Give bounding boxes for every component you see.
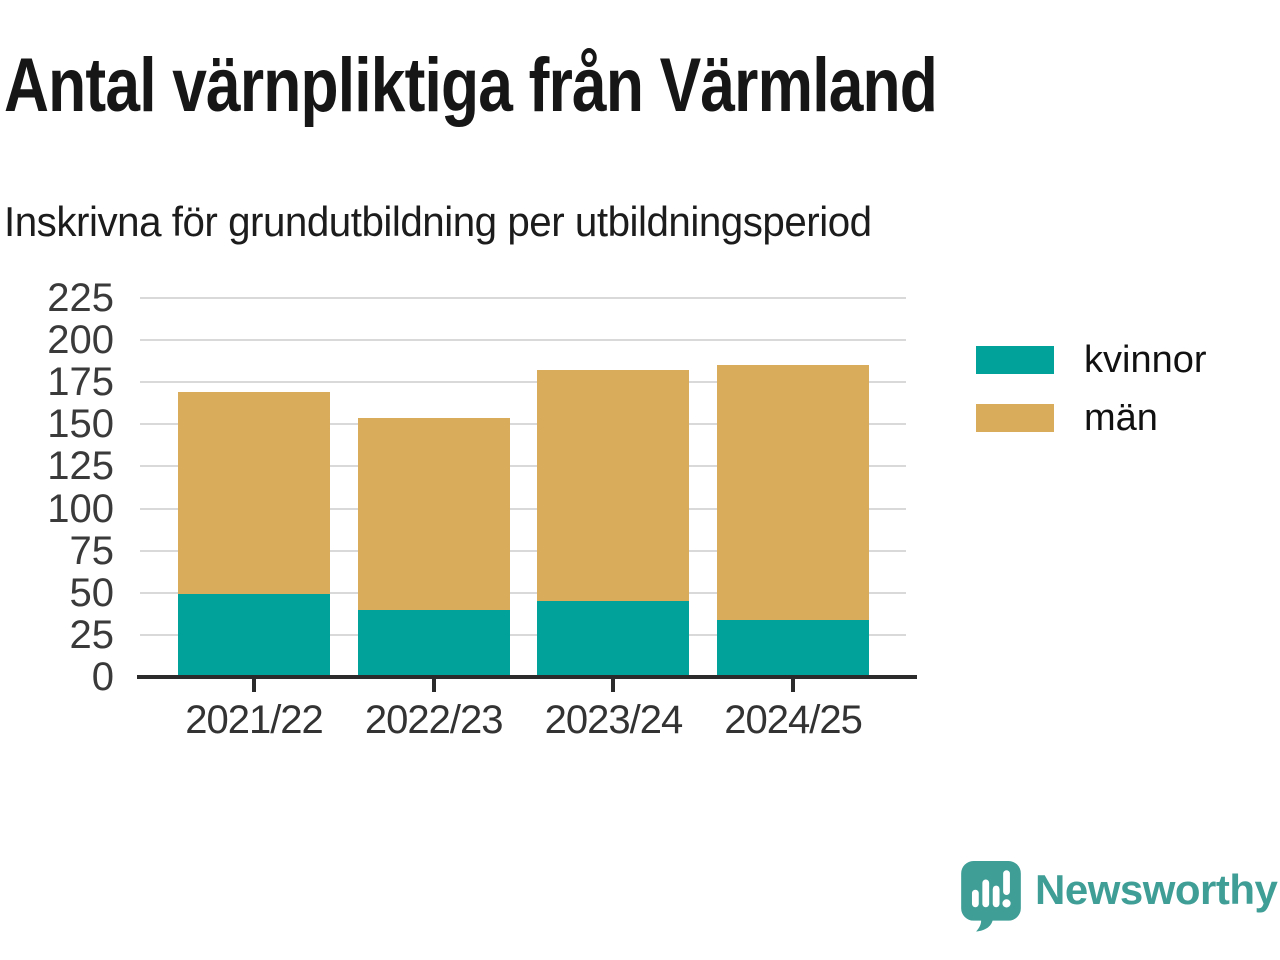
grid-line-25 [140,633,906,636]
grid-line-100 [140,507,906,510]
y-tick-label-150: 150 [47,402,114,447]
x-tick-label-2022/23: 2022/23 [364,698,504,742]
legend-label-kvinnor: kvinnor [1084,339,1207,381]
y-tick-label-100: 100 [47,486,114,531]
bar-segment-kvinnor-2023/24 [537,601,690,677]
x-tick-2023/24 [611,679,616,692]
y-tick-label-200: 200 [47,318,114,363]
chart-title: Antal värnpliktiga från Värmland [4,43,938,128]
speech-bubble-bar-chart-icon [961,861,1021,932]
grid-line-50 [140,591,906,594]
x-tick-label-2023/24: 2023/24 [544,698,684,742]
bar-segment-kvinnor-2021/22 [178,594,330,677]
y-tick-label-25: 25 [69,612,115,657]
grid-line-200 [140,339,906,342]
x-tick-label-2024/25: 2024/25 [724,698,863,742]
legend-item-kvinnor: kvinnor [976,340,1207,380]
y-tick-label-50: 50 [69,570,115,615]
legend-item-man: män [976,398,1158,438]
x-axis-line [137,675,917,679]
legend-label-man: män [1084,397,1158,439]
y-tick-label-125: 125 [47,444,114,489]
y-tick-label-75: 75 [69,528,115,573]
bar-segment-män-2022/23 [357,417,510,610]
bar-segment-kvinnor-2024/25 [717,619,870,677]
grid-line-225 [140,297,906,299]
newsworthy-logo-text: Newsworthy [1035,866,1278,913]
grid-line-75 [140,549,906,552]
grid-line-175 [140,381,906,384]
bar-segment-kvinnor-2022/23 [357,609,510,677]
bar-segment-män-2021/22 [178,392,330,595]
newsworthy-logo: Newsworthy [961,861,1278,933]
y-tick-label-225: 225 [47,276,114,320]
grid-line-150 [140,423,906,426]
y-tick-label-0: 0 [91,655,114,699]
grid-line-125 [140,465,906,468]
bar-segment-män-2023/24 [537,370,690,602]
x-tick-2022/23 [431,679,436,692]
legend-swatch-man [976,404,1054,432]
bar-segment-män-2024/25 [717,365,870,620]
x-tick-2021/22 [252,679,256,692]
y-tick-label-175: 175 [47,360,114,405]
x-tick-2024/25 [791,679,796,692]
x-tick-label-2021/22: 2021/22 [185,698,324,742]
legend-swatch-kvinnor [976,346,1054,374]
chart-subtitle: Inskrivna för grundutbildning per utbild… [4,198,872,245]
